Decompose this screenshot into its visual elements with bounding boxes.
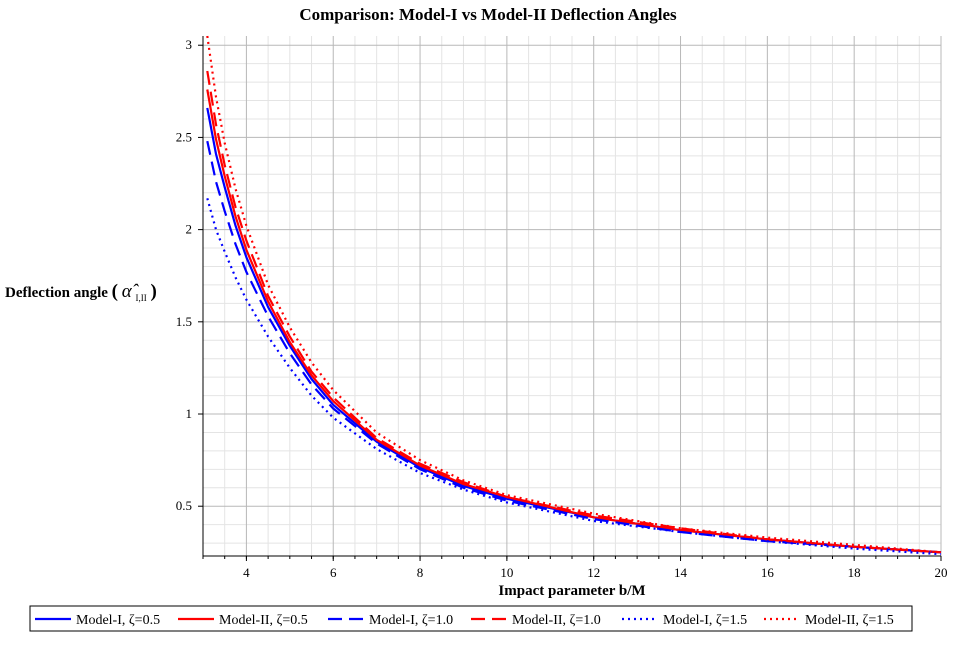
x-tick-label: 10 xyxy=(500,565,513,580)
y-tick-label: 2.5 xyxy=(176,129,192,144)
y-tick-label: 2 xyxy=(186,222,193,237)
series-line-6 xyxy=(206,35,942,554)
y-axis-label-open-paren: ( xyxy=(112,281,118,302)
y-tick-label: 1 xyxy=(186,406,193,421)
x-tick-label: 14 xyxy=(674,565,688,580)
tick-labels: 4 6 8 10 12 14 16 18 20 0.5 1 1.5 2 2.5 3 xyxy=(176,37,948,580)
y-tick-label: 1.5 xyxy=(176,314,192,329)
x-tick-label: 6 xyxy=(330,565,337,580)
x-tick-label: 12 xyxy=(587,565,600,580)
series-lines xyxy=(206,35,942,556)
legend-label-2: Model-II, ζ=0.5 xyxy=(219,613,308,628)
legend-label-3: Model-I, ζ=1.0 xyxy=(369,613,453,628)
y-tick-label: 3 xyxy=(186,37,193,52)
series-line-2 xyxy=(206,89,942,554)
series-line-5 xyxy=(206,198,942,556)
x-tick-label: 20 xyxy=(935,565,948,580)
chart-title: Comparison: Model-I vs Model-II Deflecti… xyxy=(299,5,677,24)
y-axis-label-prefix: Deflection angle xyxy=(5,285,108,301)
y-tick-label: 0.5 xyxy=(176,498,192,513)
x-tick-label: 18 xyxy=(848,565,861,580)
legend-label-4: Model-II, ζ=1.0 xyxy=(512,613,601,628)
y-axis-label-close-paren: ) xyxy=(150,281,156,302)
legend-label-5: Model-I, ζ=1.5 xyxy=(663,613,747,628)
x-axis-label: Impact parameter b/M xyxy=(498,583,645,599)
legend-label-1: Model-I, ζ=0.5 xyxy=(76,613,160,628)
x-tick-label: 16 xyxy=(761,565,775,580)
x-tick-label: 4 xyxy=(243,565,250,580)
svg-text:Deflection angle (: Deflection angle ( α̂ I,II ) xyxy=(5,281,157,305)
major-grid xyxy=(203,36,942,556)
series-line-4 xyxy=(206,70,942,554)
y-axis-label-subscript: I,II xyxy=(135,293,146,303)
series-line-3 xyxy=(206,140,942,554)
x-tick-label: 8 xyxy=(417,565,424,580)
y-axis-label: Deflection angle ( α̂ I,II ) xyxy=(5,281,157,305)
legend: Model-I, ζ=0.5 Model-II, ζ=0.5 Model-I, ζ=… xyxy=(29,605,913,632)
plot-axes xyxy=(198,36,942,561)
minor-grid xyxy=(203,36,941,556)
legend-label-6: Model-II, ζ=1.5 xyxy=(805,613,894,628)
